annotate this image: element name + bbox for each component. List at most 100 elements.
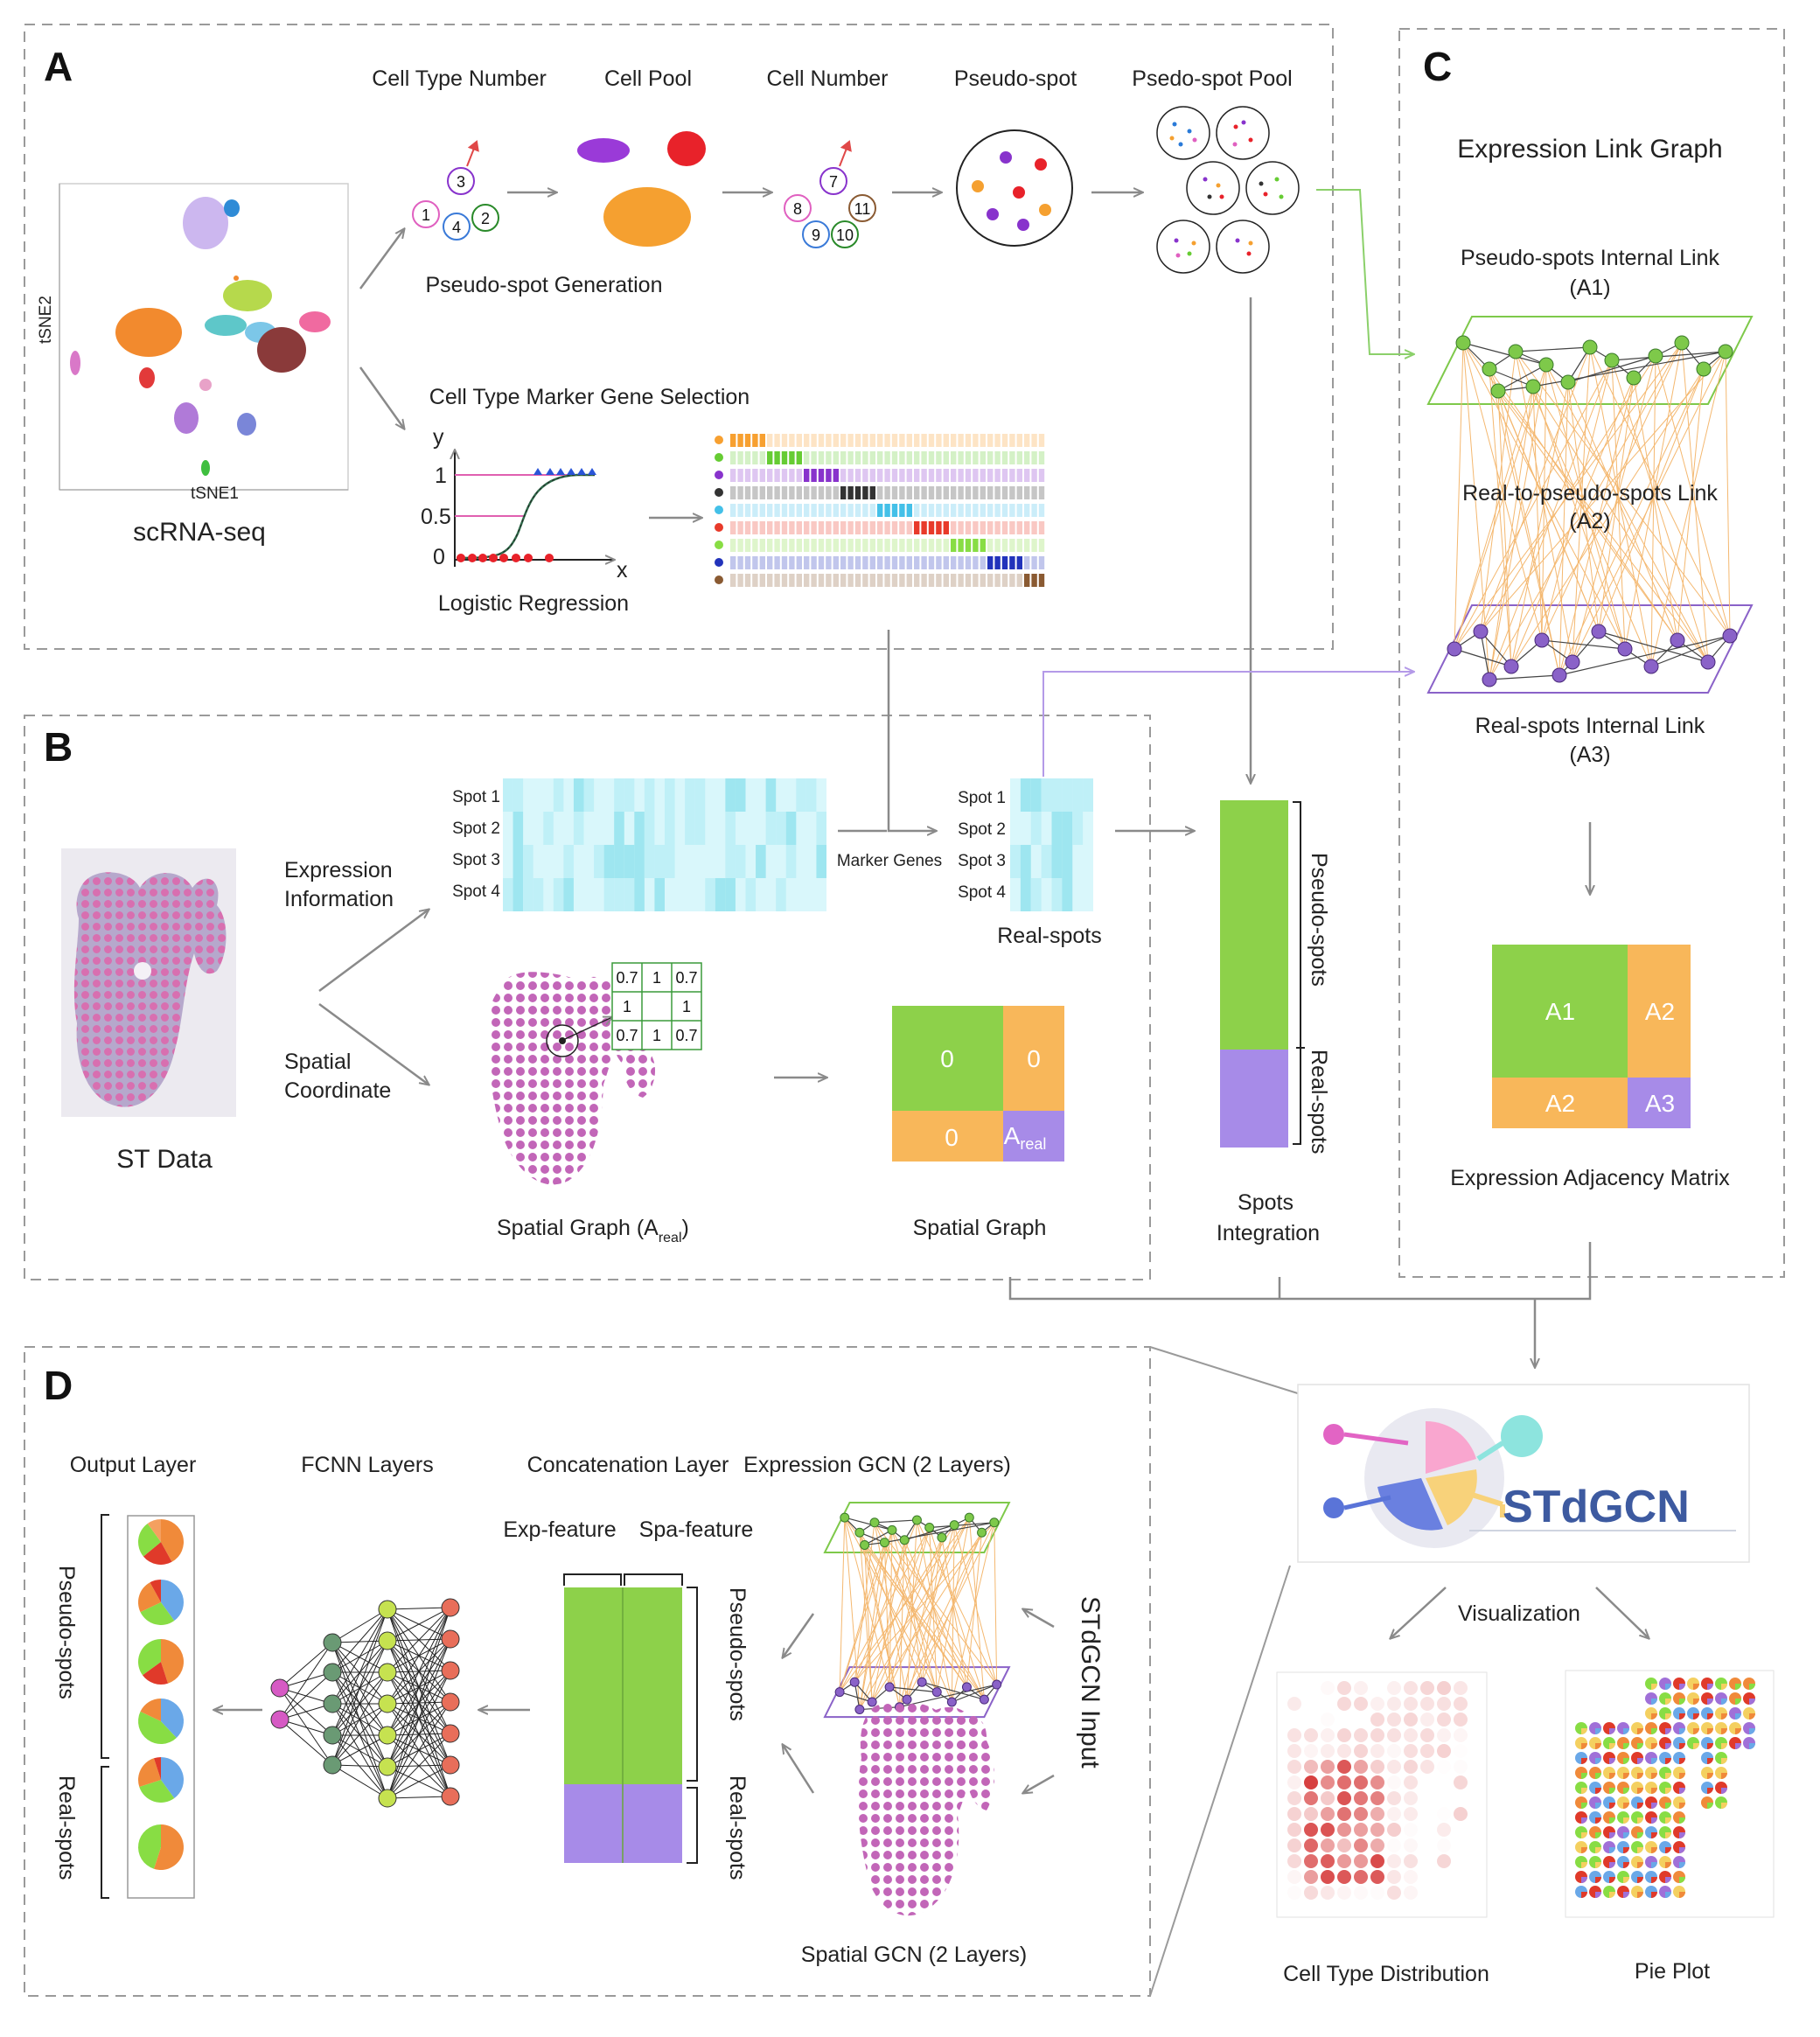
panel-d-frame bbox=[24, 1346, 1151, 1997]
pie-plot-slice bbox=[1665, 1817, 1671, 1824]
heatmap-cell bbox=[1010, 845, 1021, 878]
marker-cell bbox=[737, 486, 743, 499]
pie-plot-slice bbox=[1707, 1699, 1713, 1705]
marker-cell bbox=[906, 504, 912, 517]
spatial-coordinate-label-2: Coordinate bbox=[284, 1078, 391, 1103]
marker-cell bbox=[943, 469, 949, 482]
marker-cell bbox=[1024, 504, 1030, 517]
marker-cell bbox=[1024, 486, 1030, 499]
w-cell-8: 0.7 bbox=[675, 1027, 697, 1044]
cross-link bbox=[1510, 377, 1635, 667]
marker-cell bbox=[804, 469, 810, 482]
marker-cell bbox=[921, 521, 927, 534]
marker-row-dot bbox=[715, 506, 723, 514]
marker-cell bbox=[1009, 574, 1015, 587]
internal-link bbox=[1454, 648, 1512, 667]
st-data-label: ST Data bbox=[116, 1145, 213, 1174]
real-spots-side-label: Real-spots bbox=[1307, 1050, 1331, 1155]
fcnn-edge bbox=[331, 1608, 388, 1705]
distribution-spot bbox=[1404, 1791, 1418, 1805]
distribution-spot bbox=[1337, 1823, 1351, 1837]
distribution-spot bbox=[1304, 1823, 1318, 1837]
pie-plot-slice bbox=[1665, 1847, 1671, 1853]
marker-cell bbox=[980, 574, 986, 587]
marker-cell bbox=[730, 434, 736, 447]
pseudo-spot-node bbox=[1482, 361, 1497, 377]
marker-cell bbox=[1009, 539, 1015, 552]
tick-0: 0 bbox=[433, 545, 445, 569]
cell-pool-label: Cell Pool bbox=[604, 66, 692, 91]
marker-cell bbox=[877, 521, 883, 534]
marker-cell bbox=[833, 486, 839, 499]
marker-cell bbox=[826, 539, 832, 552]
marker-cell bbox=[914, 486, 920, 499]
marker-cell bbox=[928, 434, 935, 447]
block-0-a: 0 bbox=[940, 1045, 954, 1072]
marker-cell bbox=[891, 574, 898, 587]
cross-link bbox=[871, 1537, 943, 1703]
distribution-spot bbox=[1304, 1854, 1318, 1868]
fcnn-node bbox=[323, 1663, 342, 1682]
panel-b-frame bbox=[24, 715, 1151, 1280]
heatmap-cell bbox=[634, 812, 645, 845]
marker-cell bbox=[789, 451, 795, 464]
pie-plot-slice bbox=[1637, 1803, 1643, 1809]
marker-cell bbox=[804, 539, 810, 552]
marker-cell bbox=[973, 451, 979, 464]
pie-plot-slice bbox=[1595, 1773, 1601, 1779]
fcnn-edge bbox=[331, 1642, 388, 1736]
spot-1-label: Spot 1 bbox=[452, 788, 500, 806]
pie-slice bbox=[150, 1580, 161, 1602]
pie-plot-slice bbox=[1721, 1713, 1727, 1720]
fcnn-node bbox=[270, 1678, 289, 1698]
pie-plot-slice bbox=[1707, 1743, 1713, 1749]
pie-plot-slice bbox=[1707, 1728, 1713, 1734]
heatmap-cell bbox=[735, 845, 746, 878]
arrow-to-expression bbox=[318, 910, 429, 993]
distribution-spot bbox=[1387, 1775, 1401, 1789]
marker-cell bbox=[943, 486, 949, 499]
pseudo-spot-node bbox=[1604, 352, 1620, 368]
marker-cell bbox=[767, 486, 773, 499]
cross-link bbox=[1572, 351, 1726, 663]
marker-cell bbox=[994, 574, 1001, 587]
pie-plot-slice bbox=[1721, 1684, 1727, 1690]
marker-cell bbox=[796, 521, 802, 534]
marker-cell bbox=[1031, 521, 1037, 534]
spots-integration-label-1: Spots bbox=[1238, 1190, 1294, 1215]
marker-cell bbox=[759, 504, 765, 517]
distribution-spot bbox=[1354, 1760, 1368, 1774]
pie-plot-slice bbox=[1623, 1728, 1629, 1734]
spots-integration-label-2: Integration bbox=[1217, 1221, 1320, 1245]
heatmap-cell bbox=[644, 778, 655, 812]
marker-cell bbox=[1024, 556, 1030, 569]
marker-cell bbox=[869, 486, 875, 499]
marker-cell bbox=[928, 521, 935, 534]
marker-cell bbox=[737, 504, 743, 517]
cross-link bbox=[1559, 368, 1705, 676]
marker-cell bbox=[781, 521, 788, 534]
fcnn-edge bbox=[331, 1764, 388, 1768]
cross-link bbox=[1545, 364, 1709, 663]
marker-cell bbox=[862, 486, 868, 499]
cross-link bbox=[883, 1542, 985, 1700]
marker-cell bbox=[987, 521, 994, 534]
real-spot-node bbox=[1482, 672, 1497, 687]
w-cell-3: 0.7 bbox=[675, 969, 697, 987]
fcnn-edge bbox=[331, 1642, 388, 1768]
marker-cell bbox=[877, 434, 883, 447]
cross-link bbox=[1489, 368, 1512, 667]
cross-link bbox=[1677, 368, 1705, 641]
fcnn-node bbox=[441, 1598, 460, 1617]
cross-link bbox=[899, 1531, 983, 1707]
distribution-spot bbox=[1287, 1807, 1301, 1821]
marker-cell bbox=[1001, 556, 1008, 569]
pie-plot-slice bbox=[1651, 1788, 1657, 1794]
heatmap-cell bbox=[694, 778, 706, 812]
heatmap-cell bbox=[1083, 778, 1093, 812]
expression-info-label-2: Information bbox=[284, 887, 394, 911]
heatmap-cell bbox=[685, 812, 695, 845]
distribution-spot bbox=[1337, 1760, 1351, 1774]
cross-link bbox=[889, 1517, 970, 1688]
concat-pseudo-spots-label: Pseudo-spots bbox=[725, 1587, 750, 1721]
